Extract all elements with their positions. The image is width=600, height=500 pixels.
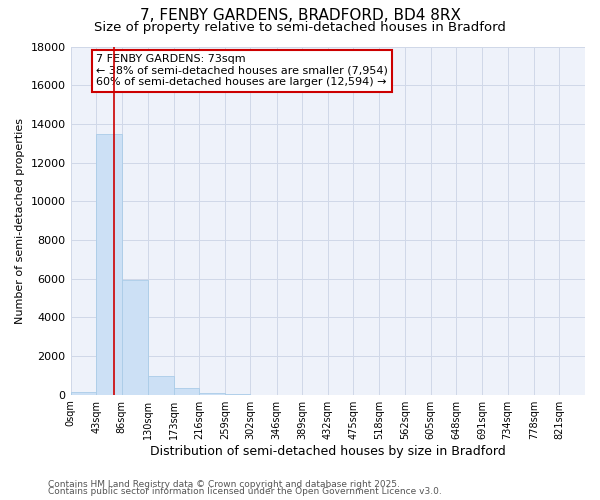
Bar	[96, 134, 122, 394]
Y-axis label: Number of semi-detached properties: Number of semi-detached properties	[15, 118, 25, 324]
Bar	[148, 376, 173, 394]
Bar	[71, 392, 96, 394]
Bar	[199, 392, 225, 394]
Text: 7, FENBY GARDENS, BRADFORD, BD4 8RX: 7, FENBY GARDENS, BRADFORD, BD4 8RX	[139, 8, 461, 22]
Text: Contains public sector information licensed under the Open Government Licence v3: Contains public sector information licen…	[48, 487, 442, 496]
Text: 7 FENBY GARDENS: 73sqm
← 38% of semi-detached houses are smaller (7,954)
60% of : 7 FENBY GARDENS: 73sqm ← 38% of semi-det…	[96, 54, 388, 88]
Text: Contains HM Land Registry data © Crown copyright and database right 2025.: Contains HM Land Registry data © Crown c…	[48, 480, 400, 489]
X-axis label: Distribution of semi-detached houses by size in Bradford: Distribution of semi-detached houses by …	[150, 444, 506, 458]
Text: Size of property relative to semi-detached houses in Bradford: Size of property relative to semi-detach…	[94, 21, 506, 34]
Bar	[122, 280, 148, 394]
Bar	[173, 388, 199, 394]
